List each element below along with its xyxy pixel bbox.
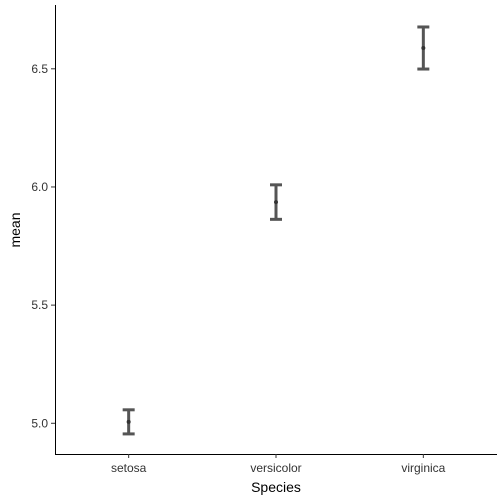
y-axis-title: mean: [7, 212, 23, 247]
x-tick-label: setosa: [111, 461, 147, 475]
mean-point: [421, 46, 426, 51]
errorbar-versicolor: [270, 183, 282, 221]
errorbar-virginica: [417, 25, 430, 71]
mean-point: [274, 200, 278, 205]
y-tick-label: 5.5: [31, 298, 48, 312]
y-tick-label: 6.0: [31, 180, 48, 194]
y-tick-label: 6.5: [31, 62, 48, 76]
plot-area: 5.0 5.5 6.0 6.5 setosa versicolor virginica: [31, 5, 497, 475]
x-axis-title: Species: [251, 479, 301, 495]
x-ticks: setosa versicolor virginica: [111, 454, 446, 475]
error-bars: [122, 25, 430, 436]
y-tick-label: 5.0: [31, 416, 48, 430]
x-tick-label: virginica: [401, 461, 445, 475]
errorbar-setosa: [122, 408, 135, 436]
mean-point: [126, 419, 131, 424]
x-tick-label: versicolor: [250, 461, 301, 475]
y-ticks: 5.0 5.5 6.0 6.5: [31, 62, 55, 430]
